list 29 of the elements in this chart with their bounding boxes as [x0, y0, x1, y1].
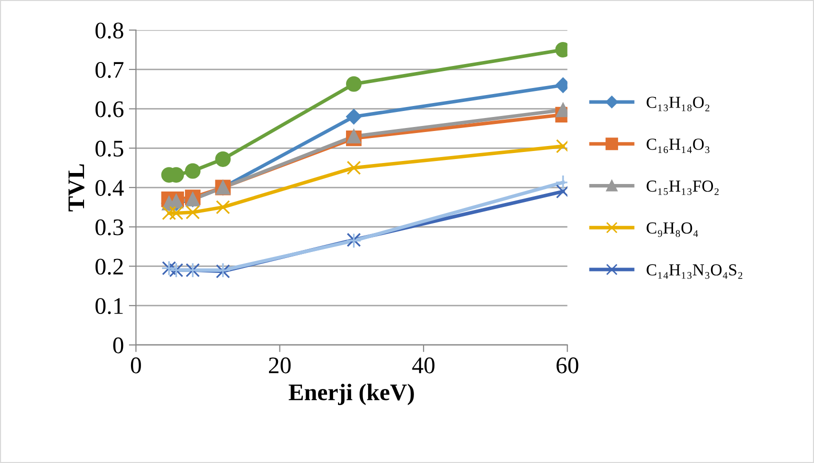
y-tick-label: 0.2: [96, 258, 123, 275]
x-tick-label: 40: [412, 357, 434, 374]
y-tick-label: 0: [113, 337, 124, 354]
x-tick-label: 60: [556, 357, 578, 374]
point: [186, 205, 200, 220]
point: [162, 206, 176, 220]
point: [216, 200, 230, 214]
y-tick-label: 0.3: [96, 219, 124, 236]
point: [346, 76, 362, 92]
point: [346, 160, 361, 175]
y-tick-label: 0.1: [96, 298, 123, 314]
point: [215, 151, 231, 167]
y-tick-label: 0.8: [96, 22, 124, 39]
point: [184, 163, 201, 179]
legend-label: C₁₃H₁₈O₂: [646, 96, 710, 112]
x-tick-label: 20: [268, 357, 291, 374]
x-axis-title: Enerji (keV): [288, 384, 414, 406]
y-tick-label: 0.5: [96, 140, 124, 157]
y-tick-label: 0.4: [96, 180, 124, 196]
legend-label: C₁₆H₁₄O₃: [646, 138, 710, 154]
y-axis-title: TVL: [68, 164, 84, 212]
legend-label: C₉H₈O₄: [646, 222, 698, 237]
y-tick-label: 0.7: [96, 62, 124, 78]
point: [169, 206, 184, 220]
point: [346, 129, 361, 144]
legend-label: C₁₅H₁₃FO₂: [646, 180, 719, 196]
x-tick-label: 0: [130, 357, 141, 374]
legend-label: C₁₄H₁₃N₃O₄S₂: [646, 264, 742, 279]
y-tick-label: 0.6: [96, 101, 124, 118]
